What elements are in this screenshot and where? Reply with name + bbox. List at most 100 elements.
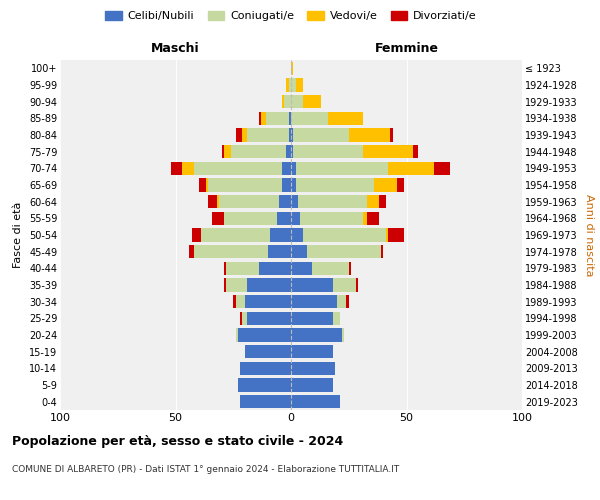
Bar [291, 78, 296, 92]
Bar [298, 195, 367, 208]
Y-axis label: Fasce di età: Fasce di età [13, 202, 23, 268]
Bar [291, 178, 296, 192]
Bar [220, 195, 280, 208]
Bar [291, 195, 298, 208]
Bar [332, 278, 356, 291]
Y-axis label: Anni di nascita: Anni di nascita [584, 194, 595, 276]
Bar [413, 145, 418, 158]
Bar [379, 195, 386, 208]
Bar [328, 112, 362, 125]
Bar [212, 212, 224, 225]
Bar [233, 295, 236, 308]
Bar [367, 212, 379, 225]
Bar [291, 345, 332, 358]
Text: COMUNE DI ALBARETO (PR) - Dati ISTAT 1° gennaio 2024 - Elaborazione TUTTITALIA.I: COMUNE DI ALBARETO (PR) - Dati ISTAT 1° … [12, 465, 399, 474]
Bar [224, 212, 277, 225]
Bar [291, 362, 335, 375]
Text: Popolazione per età, sesso e stato civile - 2024: Popolazione per età, sesso e stato civil… [12, 435, 343, 448]
Bar [268, 245, 291, 258]
Bar [282, 178, 291, 192]
Bar [386, 228, 388, 241]
Bar [388, 162, 434, 175]
Bar [171, 162, 182, 175]
Bar [391, 128, 392, 141]
Bar [291, 95, 302, 108]
Bar [259, 112, 261, 125]
Bar [238, 328, 291, 342]
Bar [346, 295, 349, 308]
Bar [367, 195, 379, 208]
Bar [296, 162, 388, 175]
Bar [291, 212, 300, 225]
Bar [291, 328, 342, 342]
Bar [291, 145, 293, 158]
Bar [397, 178, 404, 192]
Bar [247, 278, 291, 291]
Bar [332, 312, 340, 325]
Bar [289, 128, 291, 141]
Bar [217, 195, 220, 208]
Bar [291, 262, 312, 275]
Bar [291, 245, 307, 258]
Bar [190, 245, 194, 258]
Bar [296, 178, 374, 192]
Bar [291, 295, 337, 308]
Bar [224, 262, 226, 275]
Bar [236, 128, 242, 141]
Bar [222, 145, 224, 158]
Bar [286, 145, 291, 158]
Bar [242, 128, 247, 141]
Bar [240, 312, 242, 325]
Bar [282, 95, 284, 108]
Bar [291, 378, 332, 392]
Bar [277, 212, 291, 225]
Bar [296, 78, 302, 92]
Bar [291, 278, 332, 291]
Bar [293, 128, 349, 141]
Bar [182, 162, 194, 175]
Bar [194, 162, 282, 175]
Bar [286, 78, 289, 92]
Bar [247, 312, 291, 325]
Bar [307, 245, 381, 258]
Bar [302, 228, 386, 241]
Bar [293, 145, 362, 158]
Bar [261, 112, 266, 125]
Bar [280, 195, 291, 208]
Bar [300, 212, 362, 225]
Bar [356, 278, 358, 291]
Text: Femmine: Femmine [374, 42, 439, 55]
Bar [245, 345, 291, 358]
Bar [291, 62, 293, 75]
Bar [242, 312, 247, 325]
Bar [381, 245, 383, 258]
Bar [208, 195, 217, 208]
Bar [349, 262, 351, 275]
Bar [349, 128, 391, 141]
Bar [199, 178, 206, 192]
Bar [291, 112, 328, 125]
Bar [226, 278, 247, 291]
Bar [224, 278, 226, 291]
Bar [291, 312, 332, 325]
Bar [194, 245, 268, 258]
Bar [238, 378, 291, 392]
Bar [342, 328, 344, 342]
Bar [236, 328, 238, 342]
Bar [388, 228, 404, 241]
Bar [236, 295, 245, 308]
Bar [240, 395, 291, 408]
Bar [302, 95, 321, 108]
Bar [312, 262, 349, 275]
Bar [362, 145, 413, 158]
Bar [291, 228, 302, 241]
Bar [266, 112, 289, 125]
Bar [206, 178, 208, 192]
Bar [362, 212, 367, 225]
Legend: Celibi/Nubili, Coniugati/e, Vedovi/e, Divorziati/e: Celibi/Nubili, Coniugati/e, Vedovi/e, Di… [101, 6, 481, 25]
Bar [282, 162, 291, 175]
Bar [259, 262, 291, 275]
Text: Maschi: Maschi [151, 42, 200, 55]
Bar [270, 228, 291, 241]
Bar [226, 262, 259, 275]
